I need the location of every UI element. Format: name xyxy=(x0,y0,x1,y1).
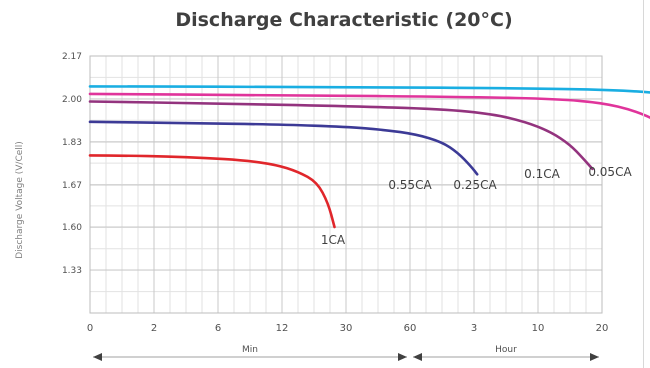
right-edge-divider xyxy=(643,0,644,368)
series-label: 0.1CA xyxy=(524,167,560,181)
x-tick-label: 6 xyxy=(215,323,221,334)
x-group-label: Min xyxy=(242,345,258,355)
series-line-0_55CA xyxy=(88,120,479,176)
range-arrow-head-right xyxy=(398,353,407,361)
series-line-0_05CA xyxy=(88,85,650,94)
plot-area: 1.33 1.60 1.67 1.83 2.00 2.17 0 2 6 12 30 60 3 10 20 Mi… xyxy=(62,52,650,361)
series-line-0_25CA xyxy=(88,100,594,171)
y-axis-label: Discharge Voltage (V/Cell) xyxy=(15,141,25,259)
series-label: 0.05CA xyxy=(588,165,632,179)
y-tick-label: 1.60 xyxy=(62,223,82,233)
y-tick-label: 1.83 xyxy=(62,138,82,148)
x-tick-label: 20 xyxy=(596,323,609,334)
range-arrow-head-right xyxy=(590,353,599,361)
x-tick-label: 3 xyxy=(471,323,477,334)
y-tick-label: 2.00 xyxy=(62,95,82,105)
chart-title: Discharge Characteristic (20°C) xyxy=(175,9,512,31)
x-tick-label: 0 xyxy=(87,323,93,334)
x-tick-label: 12 xyxy=(276,323,289,334)
range-arrow-head-left xyxy=(93,353,102,361)
range-arrow-head-left xyxy=(413,353,422,361)
x-tick-label: 2 xyxy=(151,323,157,334)
y-tick-label: 2.17 xyxy=(62,52,82,62)
y-tick-label: 1.33 xyxy=(62,266,82,276)
series-label: 1CA xyxy=(321,233,346,247)
series-label: 0.55CA xyxy=(388,178,432,192)
series-line-1CA xyxy=(88,154,336,229)
series-line-0_1CA xyxy=(88,92,650,120)
series-label: 0.25CA xyxy=(453,178,497,192)
plot-frame xyxy=(89,55,603,314)
x-tick-label: 10 xyxy=(532,323,545,334)
x-tick-label: 30 xyxy=(340,323,353,334)
x-group-label: Hour xyxy=(495,345,517,355)
y-tick-label: 1.67 xyxy=(62,181,82,191)
x-tick-label: 60 xyxy=(404,323,417,334)
